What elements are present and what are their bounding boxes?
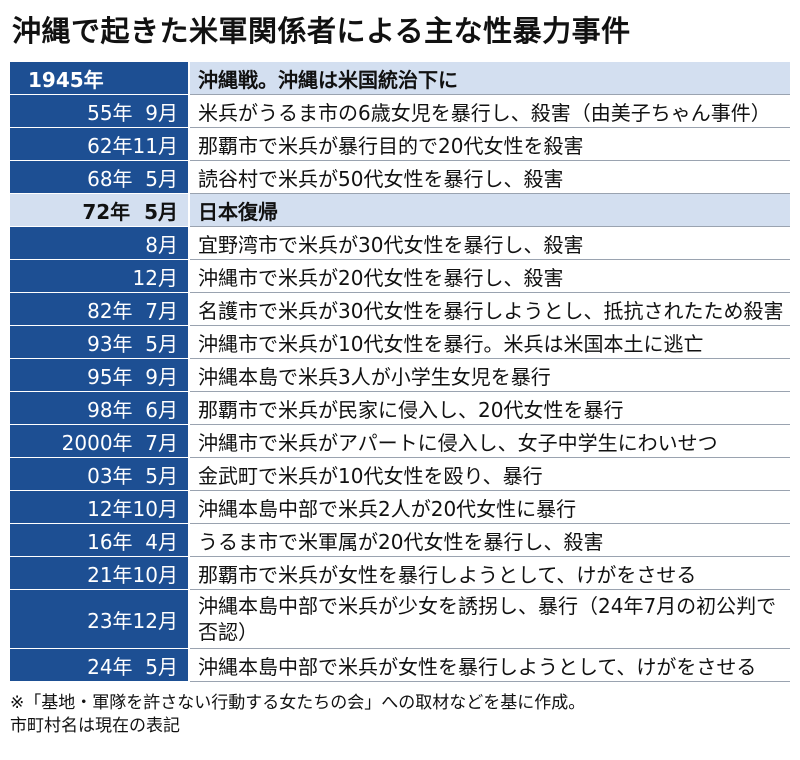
date-cell: 21年10月 xyxy=(10,556,189,590)
date-cell: 98年 6月 xyxy=(10,391,189,425)
table-row: 72年 5月 日本復帰 xyxy=(10,193,790,227)
footnote: ※「基地・軍隊を許さない行動する女たちの会」への取材などを基に作成。 市町村名は… xyxy=(10,692,585,738)
table-row: 2000年 7月 沖縄市で米兵がアパートに侵入し、女子中学生にわいせつ xyxy=(10,424,790,458)
date-cell: 2000年 7月 xyxy=(10,424,189,458)
table-row: 98年 6月 那覇市で米兵が民家に侵入し、20代女性を暴行 xyxy=(10,391,790,425)
date-cell: 72年 5月 xyxy=(10,193,189,227)
table-row: 8月 宜野湾市で米兵が30代女性を暴行し、殺害 xyxy=(10,226,790,260)
event-cell: 那覇市で米兵が女性を暴行しようとして、けがをさせる xyxy=(188,556,790,590)
event-cell: 沖縄戦。沖縄は米国統治下に xyxy=(188,62,790,95)
date-cell: 62年11月 xyxy=(10,127,189,161)
table-row: 12月 沖縄市で米兵が20代女性を暴行し、殺害 xyxy=(10,259,790,293)
title: 沖縄で起きた米軍関係者による主な性暴力事件 xyxy=(12,14,631,48)
date-cell: 23年12月 xyxy=(10,589,189,649)
table-row: 23年12月 沖縄本島中部で米兵が少女を誘拐し、暴行（24年7月の初公判で否認） xyxy=(10,589,790,649)
date-cell: 95年 9月 xyxy=(10,358,189,392)
table-row: 68年 5月 読谷村で米兵が50代女性を暴行し、殺害 xyxy=(10,160,790,194)
event-cell: 米兵がうるま市の6歳女児を暴行し、殺害（由美子ちゃん事件） xyxy=(188,94,790,128)
table-row: 93年 5月 沖縄市で米兵が10代女性を暴行。米兵は米国本土に逃亡 xyxy=(10,325,790,359)
date-cell: 55年 9月 xyxy=(10,94,189,128)
date-cell: 68年 5月 xyxy=(10,160,189,194)
table-row: 62年11月 那覇市で米兵が暴行目的で20代女性を殺害 xyxy=(10,127,790,161)
footnote-line: 市町村名は現在の表記 xyxy=(10,716,180,736)
event-cell: 那覇市で米兵が民家に侵入し、20代女性を暴行 xyxy=(188,391,790,425)
event-cell: 那覇市で米兵が暴行目的で20代女性を殺害 xyxy=(188,127,790,161)
incident-table: 1945年 沖縄戦。沖縄は米国統治下に 55年 9月 米兵がうるま市の6歳女児を暴行し… xyxy=(10,62,790,682)
event-cell: 沖縄本島中部で米兵が少女を誘拐し、暴行（24年7月の初公判で否認） xyxy=(188,589,790,649)
date-cell: 93年 5月 xyxy=(10,325,189,359)
table-row: 82年 7月 名護市で米兵が30代女性を暴行しようとし、抵抗されたため殺害 xyxy=(10,292,790,326)
date-cell: 12月 xyxy=(10,259,189,293)
event-cell: 沖縄市で米兵が20代女性を暴行し、殺害 xyxy=(188,259,790,293)
event-cell: 沖縄本島で米兵3人が小学生女児を暴行 xyxy=(188,358,790,392)
table-row: 55年 9月 米兵がうるま市の6歳女児を暴行し、殺害（由美子ちゃん事件） xyxy=(10,94,790,128)
date-cell: 12年10月 xyxy=(10,490,189,524)
date-cell: 16年 4月 xyxy=(10,523,189,557)
date-cell: 82年 7月 xyxy=(10,292,189,326)
event-cell: 沖縄市で米兵が10代女性を暴行。米兵は米国本土に逃亡 xyxy=(188,325,790,359)
event-cell: 沖縄市で米兵がアパートに侵入し、女子中学生にわいせつ xyxy=(188,424,790,458)
table-row: 16年 4月 うるま市で米軍属が20代女性を暴行し、殺害 xyxy=(10,523,790,557)
table-row: 1945年 沖縄戦。沖縄は米国統治下に xyxy=(10,62,790,95)
event-cell: 金武町で米兵が10代女性を殴り、暴行 xyxy=(188,457,790,491)
table-row: 21年10月 那覇市で米兵が女性を暴行しようとして、けがをさせる xyxy=(10,556,790,590)
table-row: 12年10月 沖縄本島中部で米兵2人が20代女性に暴行 xyxy=(10,490,790,524)
table-row: 24年 5月 沖縄本島中部で米兵が女性を暴行しようとして、けがをさせる xyxy=(10,648,790,682)
date-cell: 24年 5月 xyxy=(10,648,189,682)
date-cell: 03年 5月 xyxy=(10,457,189,491)
event-cell: 沖縄本島中部で米兵2人が20代女性に暴行 xyxy=(188,490,790,524)
date-cell: 8月 xyxy=(10,226,189,260)
event-cell: 宜野湾市で米兵が30代女性を暴行し、殺害 xyxy=(188,226,790,260)
event-cell: 沖縄本島中部で米兵が女性を暴行しようとして、けがをさせる xyxy=(188,648,790,682)
footnote-line: ※「基地・軍隊を許さない行動する女たちの会」への取材などを基に作成。 xyxy=(10,693,586,713)
event-cell: うるま市で米軍属が20代女性を暴行し、殺害 xyxy=(188,523,790,557)
table-row: 95年 9月 沖縄本島で米兵3人が小学生女児を暴行 xyxy=(10,358,790,392)
date-cell: 1945年 xyxy=(10,62,189,95)
table-row: 03年 5月 金武町で米兵が10代女性を殴り、暴行 xyxy=(10,457,790,491)
event-cell: 日本復帰 xyxy=(188,193,790,227)
event-cell: 名護市で米兵が30代女性を暴行しようとし、抵抗されたため殺害 xyxy=(188,292,790,326)
event-cell: 読谷村で米兵が50代女性を暴行し、殺害 xyxy=(188,160,790,194)
